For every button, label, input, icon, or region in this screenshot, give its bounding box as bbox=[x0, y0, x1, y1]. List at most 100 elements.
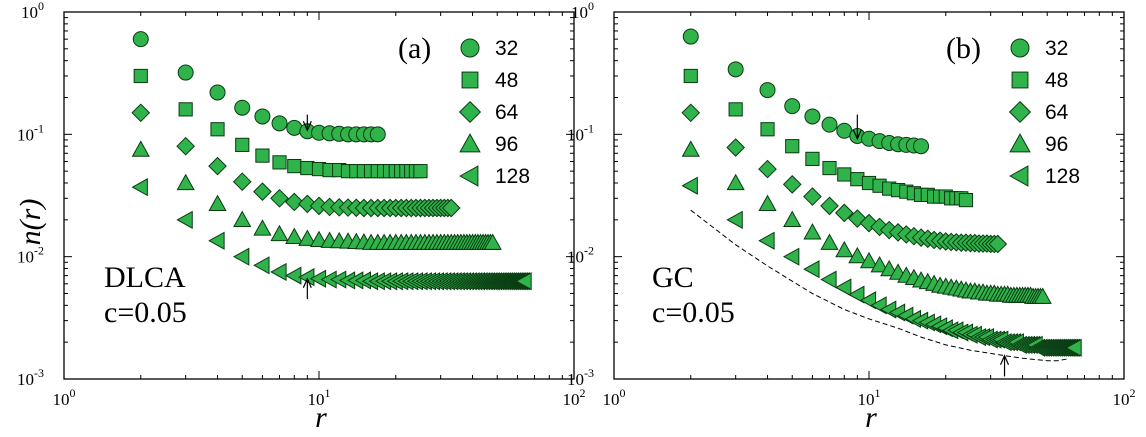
annotation-text: GC bbox=[652, 261, 694, 294]
data-point bbox=[441, 198, 461, 218]
data-point bbox=[820, 233, 839, 250]
y-axis-label: n(r) bbox=[14, 199, 47, 246]
data-point bbox=[132, 31, 149, 48]
legend-label: 128 bbox=[1045, 165, 1080, 188]
data-point bbox=[726, 138, 745, 157]
data-point bbox=[913, 138, 930, 155]
legend-label: 32 bbox=[1045, 37, 1068, 60]
data-point bbox=[682, 28, 699, 45]
data-point bbox=[784, 98, 801, 115]
data-point bbox=[209, 84, 226, 101]
data-point bbox=[271, 115, 288, 132]
panel-b: 100 101 10210-310-210-1100r32486496128(b)G… bbox=[567, 0, 1136, 434]
data-point bbox=[958, 192, 974, 208]
data-point bbox=[208, 156, 227, 176]
data-point bbox=[782, 175, 802, 194]
data-point bbox=[255, 148, 270, 163]
data-point bbox=[287, 158, 302, 174]
arrow-up-icon bbox=[302, 277, 312, 300]
legend-label: 96 bbox=[495, 133, 518, 156]
data-point bbox=[270, 224, 289, 242]
arrow-up-icon bbox=[999, 354, 1010, 377]
data-point bbox=[783, 210, 802, 227]
legend-label: 48 bbox=[495, 69, 518, 92]
data-point bbox=[515, 272, 532, 291]
legend-label: 64 bbox=[1045, 101, 1069, 124]
data-point bbox=[803, 223, 822, 240]
legend-marker bbox=[461, 71, 479, 89]
data-point bbox=[758, 159, 777, 179]
panel-label: (b) bbox=[946, 32, 981, 65]
legend-label: 48 bbox=[1045, 69, 1068, 92]
data-point bbox=[834, 203, 854, 223]
legend-label: 64 bbox=[495, 101, 519, 124]
data-point bbox=[988, 234, 1008, 254]
data-point bbox=[683, 68, 698, 84]
legend-marker bbox=[1009, 165, 1029, 187]
data-point bbox=[1033, 287, 1052, 304]
data-point bbox=[176, 173, 195, 191]
data-point bbox=[803, 260, 820, 279]
data-point bbox=[835, 278, 852, 297]
y-tick-label: 10-2 bbox=[17, 244, 44, 267]
data-point bbox=[133, 68, 148, 84]
data-point bbox=[727, 61, 744, 78]
data-point bbox=[859, 251, 879, 269]
data-point bbox=[859, 291, 877, 310]
arrow-down-icon bbox=[302, 114, 312, 132]
data-point bbox=[681, 176, 698, 195]
data-point bbox=[131, 140, 150, 157]
x-axis-label: r bbox=[865, 401, 877, 434]
data-point bbox=[760, 122, 775, 137]
y-tick-label: 100 bbox=[21, 0, 44, 22]
data-point bbox=[726, 210, 743, 229]
data-point bbox=[309, 230, 329, 248]
y-tick-label: 10-1 bbox=[17, 121, 44, 144]
legend-label: 96 bbox=[1045, 133, 1068, 156]
data-point bbox=[848, 285, 865, 304]
series-48 bbox=[683, 68, 974, 208]
data-point bbox=[413, 164, 428, 179]
data-point bbox=[178, 102, 193, 117]
y-tick-label: 10-3 bbox=[17, 366, 44, 389]
data-point bbox=[270, 188, 289, 208]
data-point bbox=[210, 122, 225, 137]
data-point bbox=[870, 256, 889, 273]
series-64 bbox=[131, 103, 461, 218]
data-point bbox=[681, 140, 700, 157]
legend-marker bbox=[1008, 100, 1032, 124]
data-point bbox=[369, 126, 386, 143]
data-point bbox=[805, 151, 820, 166]
panel-a: 100 101 10210-310-210-1100r32486496128(a)D… bbox=[17, 0, 586, 434]
legend-marker bbox=[458, 100, 482, 124]
legend-marker bbox=[459, 133, 481, 153]
y-tick-label: 10-3 bbox=[567, 366, 594, 389]
data-point bbox=[821, 116, 838, 133]
data-point bbox=[820, 270, 837, 289]
data-point bbox=[835, 240, 854, 258]
data-point bbox=[270, 262, 287, 282]
data-point bbox=[298, 229, 317, 246]
data-point bbox=[232, 172, 252, 192]
data-point bbox=[272, 155, 287, 170]
data-point bbox=[176, 210, 193, 229]
data-point bbox=[131, 103, 151, 123]
series-128 bbox=[681, 176, 1082, 357]
data-point bbox=[253, 182, 272, 201]
x-tick-label: 100 bbox=[603, 386, 626, 409]
series-48 bbox=[133, 68, 428, 179]
x-tick-label: 102 bbox=[563, 386, 586, 409]
data-point bbox=[848, 246, 867, 264]
data-point bbox=[759, 82, 776, 99]
arrow-down-icon bbox=[852, 114, 862, 141]
data-point bbox=[254, 108, 271, 125]
annotation-text: c=0.05 bbox=[104, 296, 187, 329]
data-point bbox=[208, 194, 227, 211]
data-point bbox=[177, 64, 194, 81]
legend-marker bbox=[459, 165, 479, 187]
data-point bbox=[234, 99, 251, 116]
x-tick-label: 100 bbox=[53, 386, 76, 409]
legend-marker bbox=[460, 38, 480, 58]
data-point bbox=[726, 173, 745, 191]
